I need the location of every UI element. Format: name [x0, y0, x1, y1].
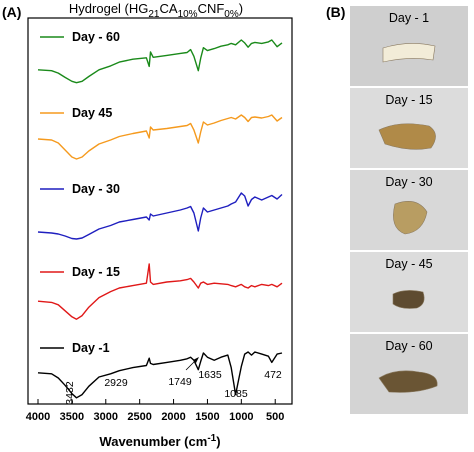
title-prefix: Hydrogel (HG — [69, 1, 148, 16]
series-label-day-15: Day - 15 — [72, 265, 120, 279]
x-tick-label-1000: 1000 — [229, 411, 253, 423]
hydrogel-sample — [382, 43, 436, 63]
photo-panel: Day - 1 Day - 15 Day - 30 Day - 45 Day - 60 — [350, 6, 468, 414]
photo-label: Day - 60 — [385, 339, 432, 353]
hydrogel-sample — [393, 201, 428, 235]
hydrogel-sample — [378, 370, 438, 393]
x-axis-label-end: ) — [216, 434, 220, 449]
peak-label-2929: 2929 — [104, 377, 128, 389]
photo-day-15: Day - 15 — [350, 88, 468, 168]
legend-day-45: Day 45 — [40, 106, 112, 120]
photo-label: Day - 30 — [385, 175, 432, 189]
photo-day-30: Day - 30 — [350, 170, 468, 250]
series-line-60 — [37, 39, 283, 84]
peak-label-1085: 1085 — [224, 388, 248, 400]
photo-day-60: Day - 60 — [350, 334, 468, 414]
peak-label-472: 472 — [264, 369, 282, 381]
legend-day-1: Day -1 — [40, 341, 110, 355]
x-tick-label-2500: 2500 — [127, 411, 151, 423]
title-sub-3: 0% — [224, 9, 239, 20]
peak-label-3432: 3432 — [64, 381, 76, 405]
peak-label-1635: 1635 — [198, 369, 222, 381]
x-axis-label-sup: -1 — [207, 433, 216, 444]
legend-day-30: Day - 30 — [40, 182, 120, 196]
x-tick-label-1500: 1500 — [195, 411, 219, 423]
chart-title: Hydrogel (HG21CA10%CNF0%) — [69, 1, 243, 20]
hydrogel-sample — [378, 123, 436, 150]
title-mid-1: CA — [160, 1, 178, 16]
series-line-1 — [37, 351, 283, 399]
photo-day-45: Day - 45 — [350, 252, 468, 332]
x-tick-label-500: 500 — [266, 411, 284, 423]
series-label-day-30: Day - 30 — [72, 182, 120, 196]
series-label-day-45: Day 45 — [72, 106, 112, 120]
x-axis-label: Wavenumber (cm-1) — [99, 433, 220, 449]
title-sub-1: 21 — [148, 9, 160, 20]
series-label-day-1: Day -1 — [72, 341, 110, 355]
legend-day-60: Day - 60 — [40, 30, 120, 44]
photo-day-1: Day - 1 — [350, 6, 468, 86]
x-tick-label-2000: 2000 — [161, 411, 185, 423]
x-axis-label-main: Wavenumber (cm — [99, 434, 207, 449]
title-sub-2: 10% — [178, 9, 198, 20]
title-mid-2: CNF — [198, 1, 225, 16]
title-suffix: ) — [239, 1, 243, 16]
series-line-45 — [37, 114, 283, 160]
series-line-30 — [37, 192, 283, 240]
peak-arrowhead-1749 — [193, 357, 199, 363]
series-label-day-60: Day - 60 — [72, 30, 120, 44]
plot-frame — [27, 17, 293, 405]
panel-b-label: (B) — [326, 4, 345, 20]
photo-label: Day - 15 — [385, 93, 432, 107]
photo-label: Day - 45 — [385, 257, 432, 271]
panel-a-label: (A) — [2, 4, 21, 20]
x-tick-label-4000: 4000 — [26, 411, 50, 423]
hydrogel-sample — [392, 290, 425, 309]
series-line-15 — [37, 263, 283, 320]
legend-day-15: Day - 15 — [40, 265, 120, 279]
x-axis: 4000 3500 3000 2500 2000 1500 1000 500 — [26, 399, 284, 423]
x-tick-label-3500: 3500 — [60, 411, 84, 423]
x-tick-label-3000: 3000 — [94, 411, 118, 423]
series-layer — [37, 39, 283, 399]
photo-label: Day - 1 — [389, 11, 429, 25]
peak-label-1749: 1749 — [168, 376, 192, 388]
